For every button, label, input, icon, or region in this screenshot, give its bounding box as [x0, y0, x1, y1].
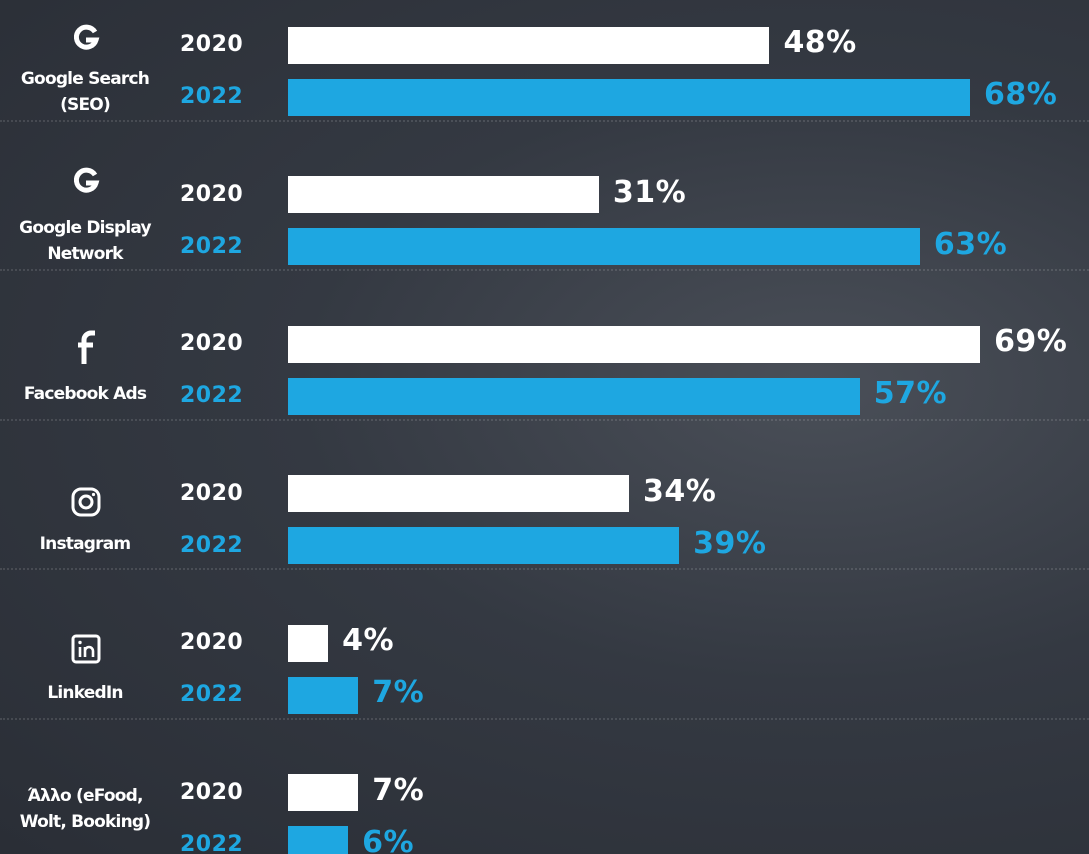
series-label: 2020	[180, 331, 244, 356]
separator	[0, 568, 1089, 570]
series-label: 2020	[180, 181, 244, 207]
bar	[288, 624, 329, 662]
series-label: 2020	[180, 779, 244, 805]
bar	[288, 325, 981, 363]
linkedin-icon	[71, 634, 101, 664]
separator	[0, 269, 1089, 271]
series-label: 2022	[180, 383, 244, 408]
value-label: 57%	[873, 376, 948, 411]
category-label: Facebook Ads	[23, 384, 147, 404]
category-label: Άλλο (eFood, Wolt, Booking)	[19, 786, 151, 832]
value-label: 4%	[342, 623, 395, 658]
series-label: 2022	[180, 84, 244, 109]
category-label: Google Display Network	[19, 218, 151, 264]
series-label: 2022	[180, 682, 244, 707]
bar	[288, 676, 359, 714]
bar	[288, 228, 920, 265]
google-icon	[73, 167, 100, 193]
instagram-icon	[71, 487, 101, 517]
value-label: 7%	[372, 772, 425, 808]
value-label: 31%	[612, 174, 687, 210]
bar	[288, 176, 599, 213]
bar	[288, 527, 680, 564]
series-label: 2020	[180, 630, 244, 655]
series-label: 2022	[180, 532, 244, 558]
bar	[288, 78, 971, 116]
separator	[0, 418, 1089, 421]
value-label: 48%	[783, 25, 857, 60]
series-label: 2020	[180, 480, 244, 506]
value-label: 6%	[362, 824, 415, 854]
bar	[288, 475, 630, 512]
category-label: Instagram	[39, 534, 131, 554]
separator	[0, 119, 1089, 122]
value-label: 34%	[643, 473, 717, 509]
bar	[288, 377, 860, 415]
google-icon	[73, 24, 100, 50]
bar	[288, 826, 349, 854]
series-label: 2020	[180, 32, 244, 57]
facebook-icon	[78, 330, 95, 364]
series-label: 2022	[180, 831, 244, 854]
bar	[288, 774, 359, 811]
value-label: 7%	[372, 675, 425, 710]
value-label: 69%	[994, 324, 1068, 359]
separator	[0, 717, 1089, 720]
value-label: 39%	[693, 525, 767, 561]
value-label: 63%	[933, 226, 1008, 262]
series-label: 2022	[180, 233, 244, 259]
category-label: Google Search (SEO)	[20, 69, 150, 115]
bar	[288, 26, 770, 64]
category-label: LinkedIn	[47, 683, 123, 703]
value-label: 68%	[984, 77, 1058, 112]
